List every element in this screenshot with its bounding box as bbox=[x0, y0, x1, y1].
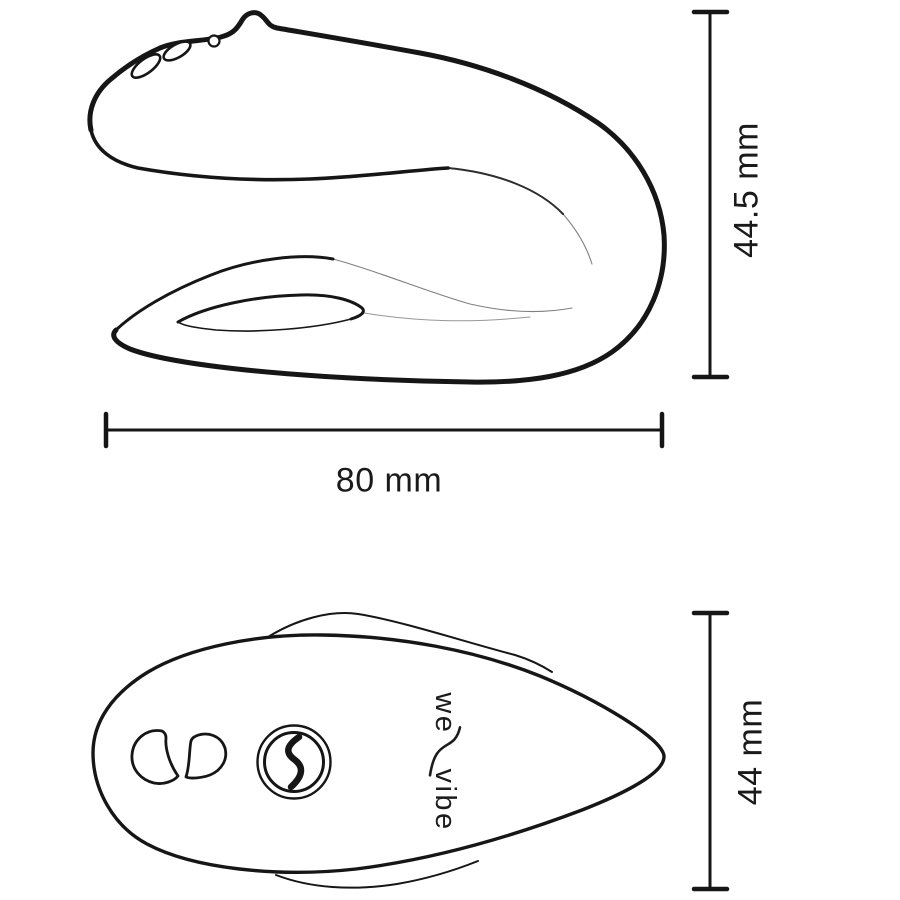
charging-contact-lobes bbox=[130, 729, 228, 785]
length-dimension bbox=[103, 411, 665, 449]
inner-contour-line bbox=[447, 167, 564, 215]
height-dimension-label: 44.5 mm bbox=[727, 122, 766, 258]
lower-arm-slot-top bbox=[176, 293, 365, 324]
rear-arm-bottom-curve bbox=[275, 860, 479, 889]
surface-oval-icon bbox=[130, 53, 162, 79]
rear-arm-top-curve bbox=[267, 612, 553, 673]
surface-oval-icon bbox=[162, 40, 192, 62]
height-dimension bbox=[691, 9, 730, 380]
lobe-left bbox=[130, 729, 180, 785]
upper-arm-underside-line bbox=[89, 128, 450, 182]
power-button bbox=[256, 724, 332, 800]
power-button-inner-ring bbox=[263, 731, 325, 793]
wave-squiggle-icon bbox=[285, 733, 305, 791]
side-view-outline bbox=[87, 10, 667, 385]
surface-dot-icon bbox=[207, 34, 221, 48]
surface-detail-ovals bbox=[130, 34, 221, 79]
top-view bbox=[91, 612, 666, 889]
lower-arm-top-edge-fade bbox=[332, 258, 573, 313]
length-dimension-label: 80 mm bbox=[335, 461, 443, 500]
lower-arm-top-edge bbox=[114, 255, 335, 332]
width-dimension-label: 44 mm bbox=[731, 698, 770, 806]
power-button-outer-ring bbox=[256, 724, 332, 800]
side-view bbox=[87, 10, 667, 385]
lower-arm-slot-tail bbox=[363, 312, 531, 322]
wevibe-logo: we vibe bbox=[428, 692, 462, 832]
top-view-outline bbox=[91, 633, 666, 874]
logo-word-vibe: vibe bbox=[429, 768, 462, 832]
s-curve-swoosh-icon bbox=[428, 726, 462, 777]
lobe-right bbox=[184, 732, 228, 780]
lower-arm-slot-bottom bbox=[177, 318, 352, 332]
inner-contour-fade bbox=[562, 213, 593, 265]
width-dimension bbox=[691, 610, 730, 892]
